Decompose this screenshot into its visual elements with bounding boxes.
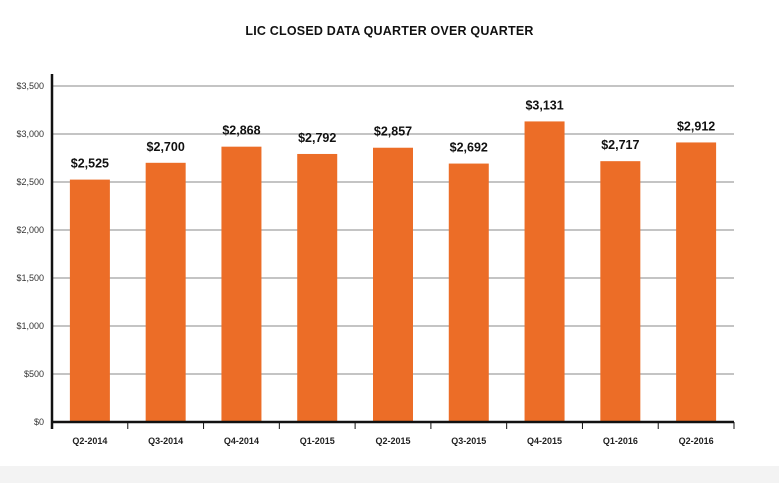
- bar: [676, 142, 717, 422]
- x-tick-label: Q4-2015: [527, 436, 562, 446]
- data-label: $2,792: [298, 131, 336, 145]
- bar: [524, 121, 565, 422]
- data-label: $3,131: [525, 98, 563, 112]
- data-label: $2,912: [677, 119, 715, 133]
- y-tick-label: $2,000: [16, 225, 44, 235]
- x-tick-label: Q2-2014: [72, 436, 107, 446]
- x-tick-label: Q3-2014: [148, 436, 183, 446]
- data-label: $2,857: [374, 125, 412, 139]
- y-tick-label: $500: [24, 369, 44, 379]
- data-label: $2,700: [147, 140, 185, 154]
- x-tick-label: Q1-2015: [300, 436, 335, 446]
- x-tick-label: Q2-2016: [679, 436, 714, 446]
- x-tick-label: Q2-2015: [375, 436, 410, 446]
- x-tick-label: Q3-2015: [451, 436, 486, 446]
- data-label: $2,692: [450, 141, 488, 155]
- data-label: $2,717: [601, 138, 639, 152]
- y-tick-label: $1,500: [16, 273, 44, 283]
- data-label: $2,868: [222, 124, 260, 138]
- bar: [600, 161, 641, 422]
- bar: [373, 147, 413, 422]
- y-tick-label: $1,000: [16, 321, 44, 331]
- data-label: $2,525: [71, 157, 109, 171]
- y-tick-label: $3,000: [16, 129, 44, 139]
- chart-title: LIC CLOSED DATA QUARTER OVER QUARTER: [245, 24, 534, 38]
- y-tick-label: $3,500: [16, 81, 44, 91]
- bar: [221, 146, 262, 422]
- x-tick-label: Q1-2016: [603, 436, 638, 446]
- x-tick-label: Q4-2014: [224, 436, 259, 446]
- footer-band: [0, 466, 779, 483]
- y-tick-label: $0: [34, 417, 44, 427]
- y-tick-label: $2,500: [16, 177, 44, 187]
- bar: [69, 179, 110, 422]
- bar: [297, 153, 338, 422]
- bar: [448, 163, 489, 422]
- bar: [145, 162, 186, 423]
